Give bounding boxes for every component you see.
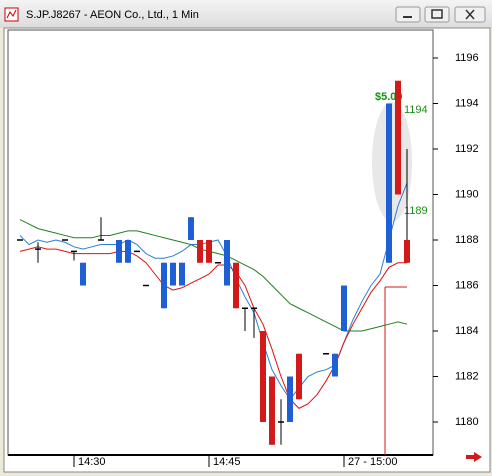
candle-body [116, 239, 122, 263]
candle-body [296, 353, 302, 400]
candle-body [341, 285, 347, 332]
candle-body [260, 331, 266, 423]
maximize-glyph [431, 9, 443, 19]
close-glyph [465, 9, 475, 20]
y-tick-label: 1180 [455, 416, 479, 428]
y-tick-label: 1188 [455, 234, 479, 246]
candle-body [287, 376, 293, 423]
candle-body [125, 239, 131, 263]
candle-body [404, 239, 410, 263]
candle-body [395, 80, 401, 195]
x-tick-label: 27 - 15:00 [348, 456, 398, 468]
line-series [19, 246, 407, 409]
candle-body [332, 353, 338, 377]
y-tick-label: 1196 [455, 52, 479, 64]
y-tick-label: 1194 [455, 97, 479, 109]
annotation: 1194 [404, 104, 428, 116]
plot-area [7, 29, 434, 456]
app-icon-glyph [6, 9, 17, 19]
candle-body [161, 262, 167, 309]
y-tick-label: 1192 [455, 143, 479, 155]
candle-body [179, 262, 185, 286]
x-tick-label: 14:45 [213, 456, 241, 468]
candle-body [224, 239, 230, 286]
annotation: 1189 [404, 205, 428, 217]
scroll-arrow[interactable] [466, 452, 482, 462]
minimize-button[interactable] [395, 6, 421, 23]
candle-body [269, 376, 275, 445]
x-tick-label: 14:30 [78, 456, 106, 468]
candle-body [80, 262, 86, 286]
y-tick-label: 1184 [455, 325, 479, 337]
candle-body [386, 103, 392, 263]
window-title: S.JP.J8267 - AEON Co., Ltd., 1 Min [26, 9, 199, 21]
candle-body [197, 239, 203, 263]
y-tick-label: 1182 [455, 370, 479, 382]
y-tick-label: 1186 [455, 279, 479, 291]
candle-body [206, 239, 212, 263]
candle-body [188, 217, 194, 240]
maximize-button[interactable] [424, 6, 450, 23]
candle-body [233, 262, 239, 309]
candle-body [170, 262, 176, 286]
minimize-glyph [403, 16, 412, 18]
y-tick-label: 1190 [455, 188, 479, 200]
